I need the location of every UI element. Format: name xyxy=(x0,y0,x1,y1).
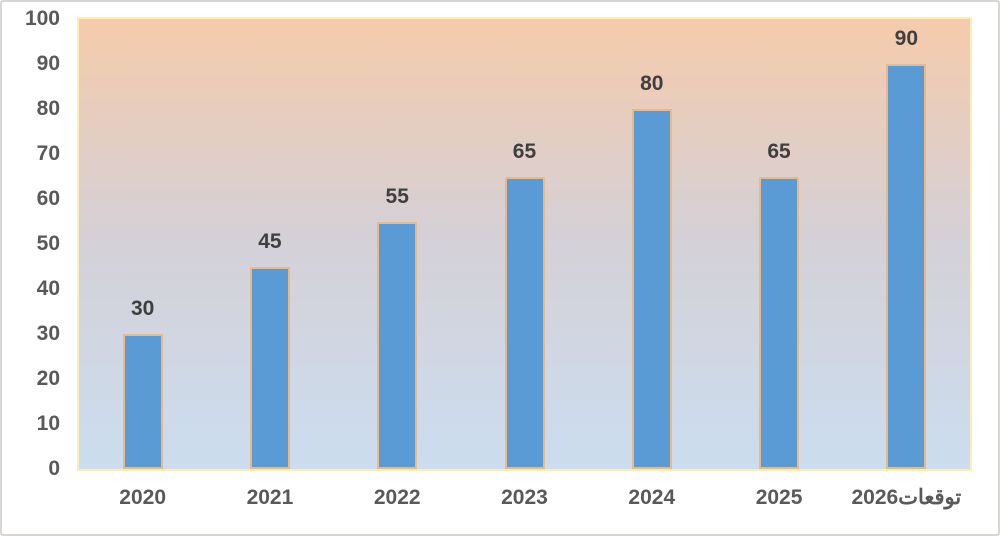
y-tick-label: 90 xyxy=(36,52,60,75)
bar xyxy=(886,64,927,469)
x-axis: 2020 2021 2022 2023 2024 2025 توقعات2026 xyxy=(79,482,970,514)
bar xyxy=(759,176,800,469)
bar-value-label: 80 xyxy=(640,72,664,95)
y-axis: 0 10 20 30 40 50 60 70 80 90 100 xyxy=(2,7,68,480)
bar-value-label: 30 xyxy=(130,297,155,320)
bar-value-label: 45 xyxy=(258,229,282,253)
bar xyxy=(631,109,672,469)
y-tick-label: 0 xyxy=(48,457,60,480)
x-tick-label: 2020 xyxy=(119,486,166,509)
bar-value-label: 65 xyxy=(512,139,537,163)
plot-area: 30 45 55 65 80 65 90 xyxy=(77,17,972,471)
y-tick-label: 30 xyxy=(36,322,60,345)
bar-value-label: 90 xyxy=(894,27,919,50)
y-tick-label: 70 xyxy=(36,142,60,165)
bar-value-label: 55 xyxy=(385,184,409,208)
x-tick-label: 2022 xyxy=(373,486,421,509)
bar xyxy=(377,221,418,469)
bar-value-label: 65 xyxy=(767,139,791,163)
y-tick-label: 40 xyxy=(36,277,60,300)
y-tick-label: 20 xyxy=(36,367,60,390)
y-tick-label: 10 xyxy=(36,412,60,435)
x-tick-label: 2023 xyxy=(501,486,548,509)
y-tick-label: 100 xyxy=(24,7,60,30)
x-tick-label: 2021 xyxy=(246,486,294,509)
bar xyxy=(122,334,163,469)
y-tick-label: 50 xyxy=(36,232,60,255)
x-tick-label: 2024 xyxy=(628,486,676,509)
bar xyxy=(504,176,545,469)
x-tick-label: توقعات2026 xyxy=(851,486,962,509)
x-tick-label: 2025 xyxy=(755,486,803,509)
bar xyxy=(249,266,290,469)
y-tick-label: 80 xyxy=(36,97,60,120)
y-tick-label: 60 xyxy=(36,187,60,210)
